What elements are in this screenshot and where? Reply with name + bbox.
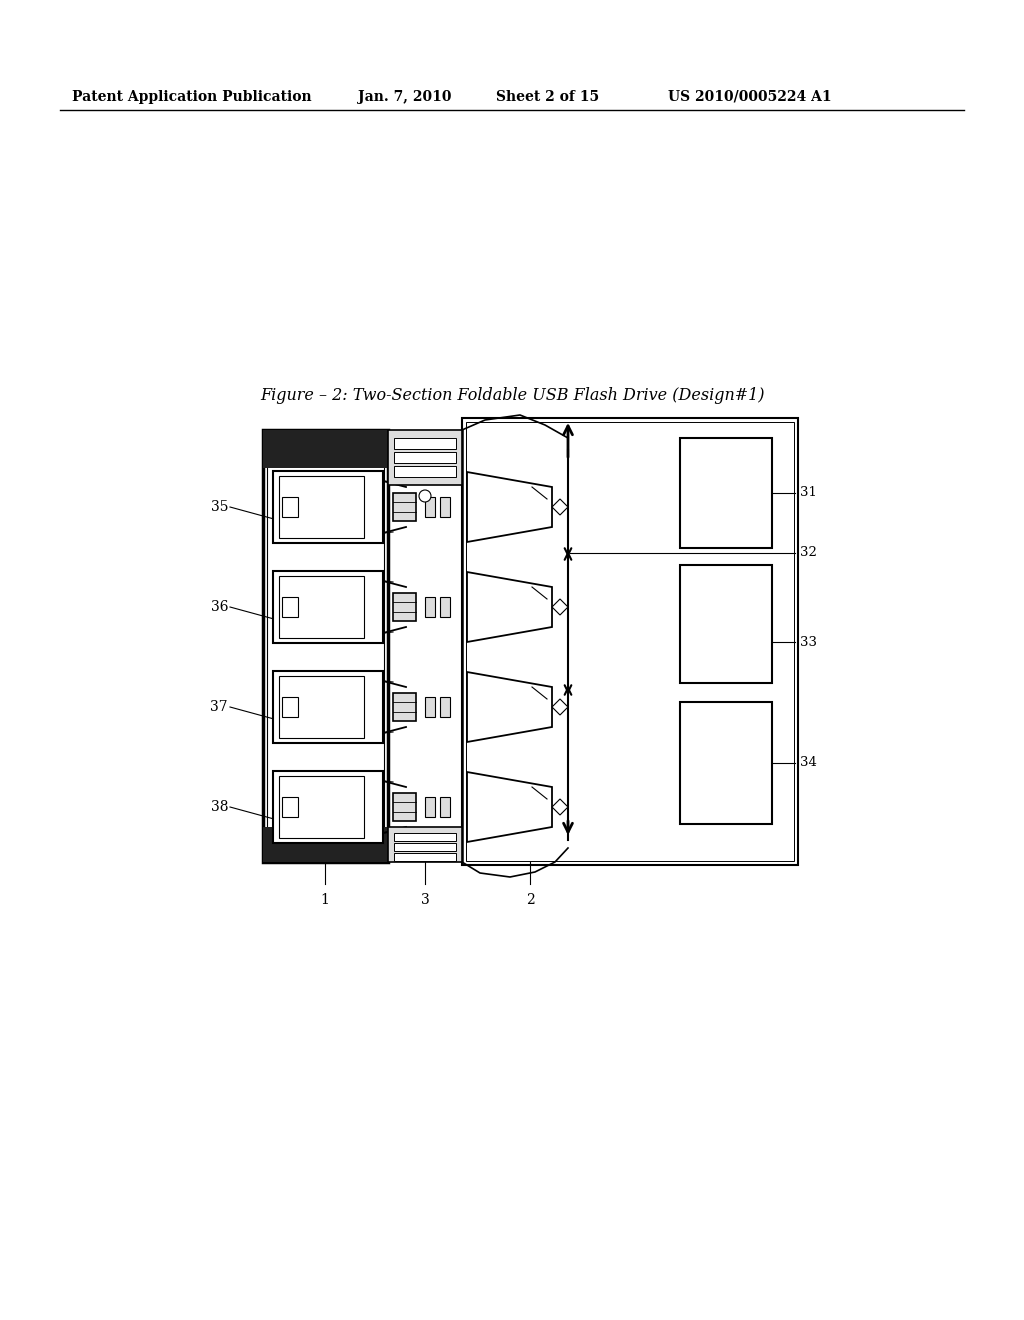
Bar: [273, 771, 383, 843]
Text: 37: 37: [210, 700, 228, 714]
Bar: [279, 576, 364, 638]
Bar: [425, 697, 435, 717]
Bar: [466, 422, 794, 861]
Bar: [282, 597, 298, 616]
Polygon shape: [552, 599, 568, 615]
Bar: [282, 697, 298, 717]
Text: Memory
Controller: Memory Controller: [712, 594, 740, 655]
Text: 38: 38: [211, 800, 228, 814]
Bar: [263, 430, 388, 469]
Bar: [440, 697, 450, 717]
Text: Jan. 7, 2010: Jan. 7, 2010: [358, 90, 452, 104]
Text: 3: 3: [421, 894, 429, 907]
Bar: [462, 418, 798, 865]
Bar: [393, 793, 416, 821]
Bar: [282, 797, 298, 817]
Bar: [388, 430, 462, 484]
Text: 1: 1: [321, 894, 330, 907]
Polygon shape: [552, 700, 568, 715]
Polygon shape: [552, 799, 568, 814]
Bar: [263, 430, 388, 862]
Text: 32: 32: [800, 546, 817, 560]
Polygon shape: [467, 473, 552, 543]
Bar: [680, 702, 772, 824]
Polygon shape: [467, 572, 552, 642]
Bar: [394, 438, 456, 449]
Text: USB
Controller: USB Controller: [712, 462, 740, 524]
Bar: [273, 471, 383, 543]
Text: 33: 33: [800, 635, 817, 648]
Bar: [394, 833, 456, 841]
Circle shape: [419, 490, 431, 502]
Text: 35: 35: [211, 500, 228, 513]
Bar: [267, 434, 384, 858]
Text: Flash Memory
Module: Flash Memory Module: [712, 721, 740, 807]
Bar: [282, 498, 298, 517]
Bar: [263, 828, 388, 862]
Bar: [440, 797, 450, 817]
Bar: [394, 853, 456, 861]
Text: 31: 31: [800, 487, 817, 499]
Bar: [394, 466, 456, 477]
Text: 2: 2: [525, 894, 535, 907]
Text: 36: 36: [211, 601, 228, 614]
Bar: [425, 597, 435, 616]
Text: Sheet 2 of 15: Sheet 2 of 15: [496, 90, 599, 104]
Bar: [273, 671, 383, 743]
Text: Figure – 2: Two-Section Foldable USB Flash Drive (Design#1): Figure – 2: Two-Section Foldable USB Fla…: [260, 387, 764, 404]
Bar: [425, 797, 435, 817]
Bar: [279, 676, 364, 738]
Polygon shape: [467, 672, 552, 742]
Text: US 2010/0005224 A1: US 2010/0005224 A1: [668, 90, 831, 104]
Bar: [394, 451, 456, 463]
Bar: [279, 477, 364, 539]
Bar: [680, 565, 772, 682]
Bar: [393, 693, 416, 721]
Bar: [425, 498, 435, 517]
Bar: [440, 597, 450, 616]
Bar: [440, 498, 450, 517]
Bar: [393, 492, 416, 521]
Bar: [279, 776, 364, 838]
Bar: [394, 843, 456, 851]
Bar: [388, 828, 462, 862]
Polygon shape: [467, 772, 552, 842]
Bar: [393, 593, 416, 620]
Polygon shape: [552, 499, 568, 515]
Text: Patent Application Publication: Patent Application Publication: [72, 90, 311, 104]
Bar: [680, 438, 772, 548]
Bar: [273, 572, 383, 643]
Text: 34: 34: [800, 756, 817, 770]
